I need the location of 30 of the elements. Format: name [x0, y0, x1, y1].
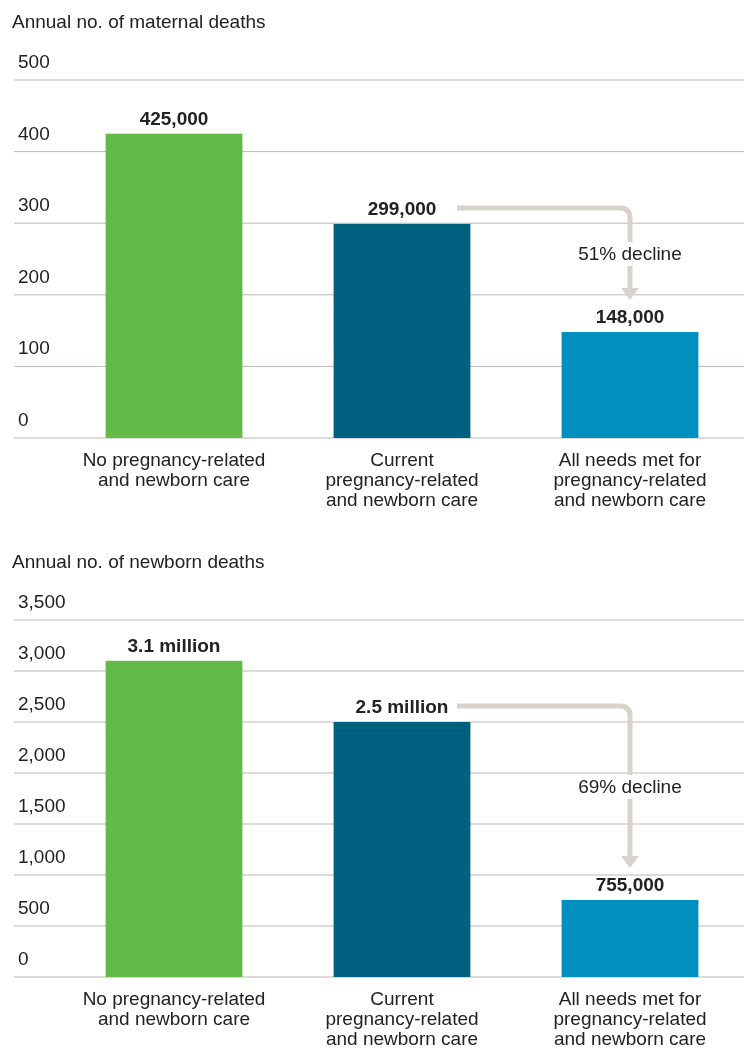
- x-tick-label: All needs met for pregnancy-related and newborn care: [553, 449, 707, 510]
- annotation: 425,000: [139, 107, 209, 129]
- x-tick-label: No pregnancy-related and newborn care: [82, 449, 266, 490]
- y-tick-label: 500: [18, 897, 50, 918]
- y-tick-label: 0: [18, 409, 29, 430]
- y-axis-title: Annual no. of maternal deaths: [12, 11, 266, 32]
- y-tick-label: 500: [18, 51, 50, 72]
- y-axis-title: Annual no. of newborn deaths: [12, 551, 265, 572]
- y-tick-label: 1,000: [18, 846, 66, 867]
- x-tick-label: All needs met for pregnancy-related and newborn care: [553, 988, 707, 1048]
- annotation: 69% decline: [578, 775, 682, 797]
- y-tick-label: 3,500: [18, 591, 66, 612]
- x-tick-label: No pregnancy-related and newborn care: [82, 988, 266, 1029]
- y-tick-label: 2,000: [18, 744, 66, 765]
- y-tick-label: 300: [18, 194, 50, 216]
- x-tick-label: Current pregnancy-related and newborn care: [325, 988, 479, 1048]
- y-tick-label: 1,500: [18, 795, 66, 816]
- y-tick-label: 400: [18, 122, 50, 144]
- y-tick-label: 0: [18, 948, 29, 969]
- y-tick-label: 200: [18, 265, 50, 287]
- y-tick-label: 3,000: [18, 642, 66, 663]
- annotation: 148,000: [595, 306, 665, 328]
- annotation: 299,000: [367, 197, 437, 219]
- annotation: 755,000: [595, 873, 665, 895]
- x-tick-label: Current pregnancy-related and newborn care: [325, 449, 479, 510]
- annotation: 2.5 million: [355, 696, 449, 717]
- annotation: 51% decline: [578, 242, 682, 264]
- y-tick-label: 2,500: [18, 693, 66, 714]
- y-tick-label: 100: [18, 337, 50, 359]
- annotation: 3.1 million: [127, 634, 221, 656]
